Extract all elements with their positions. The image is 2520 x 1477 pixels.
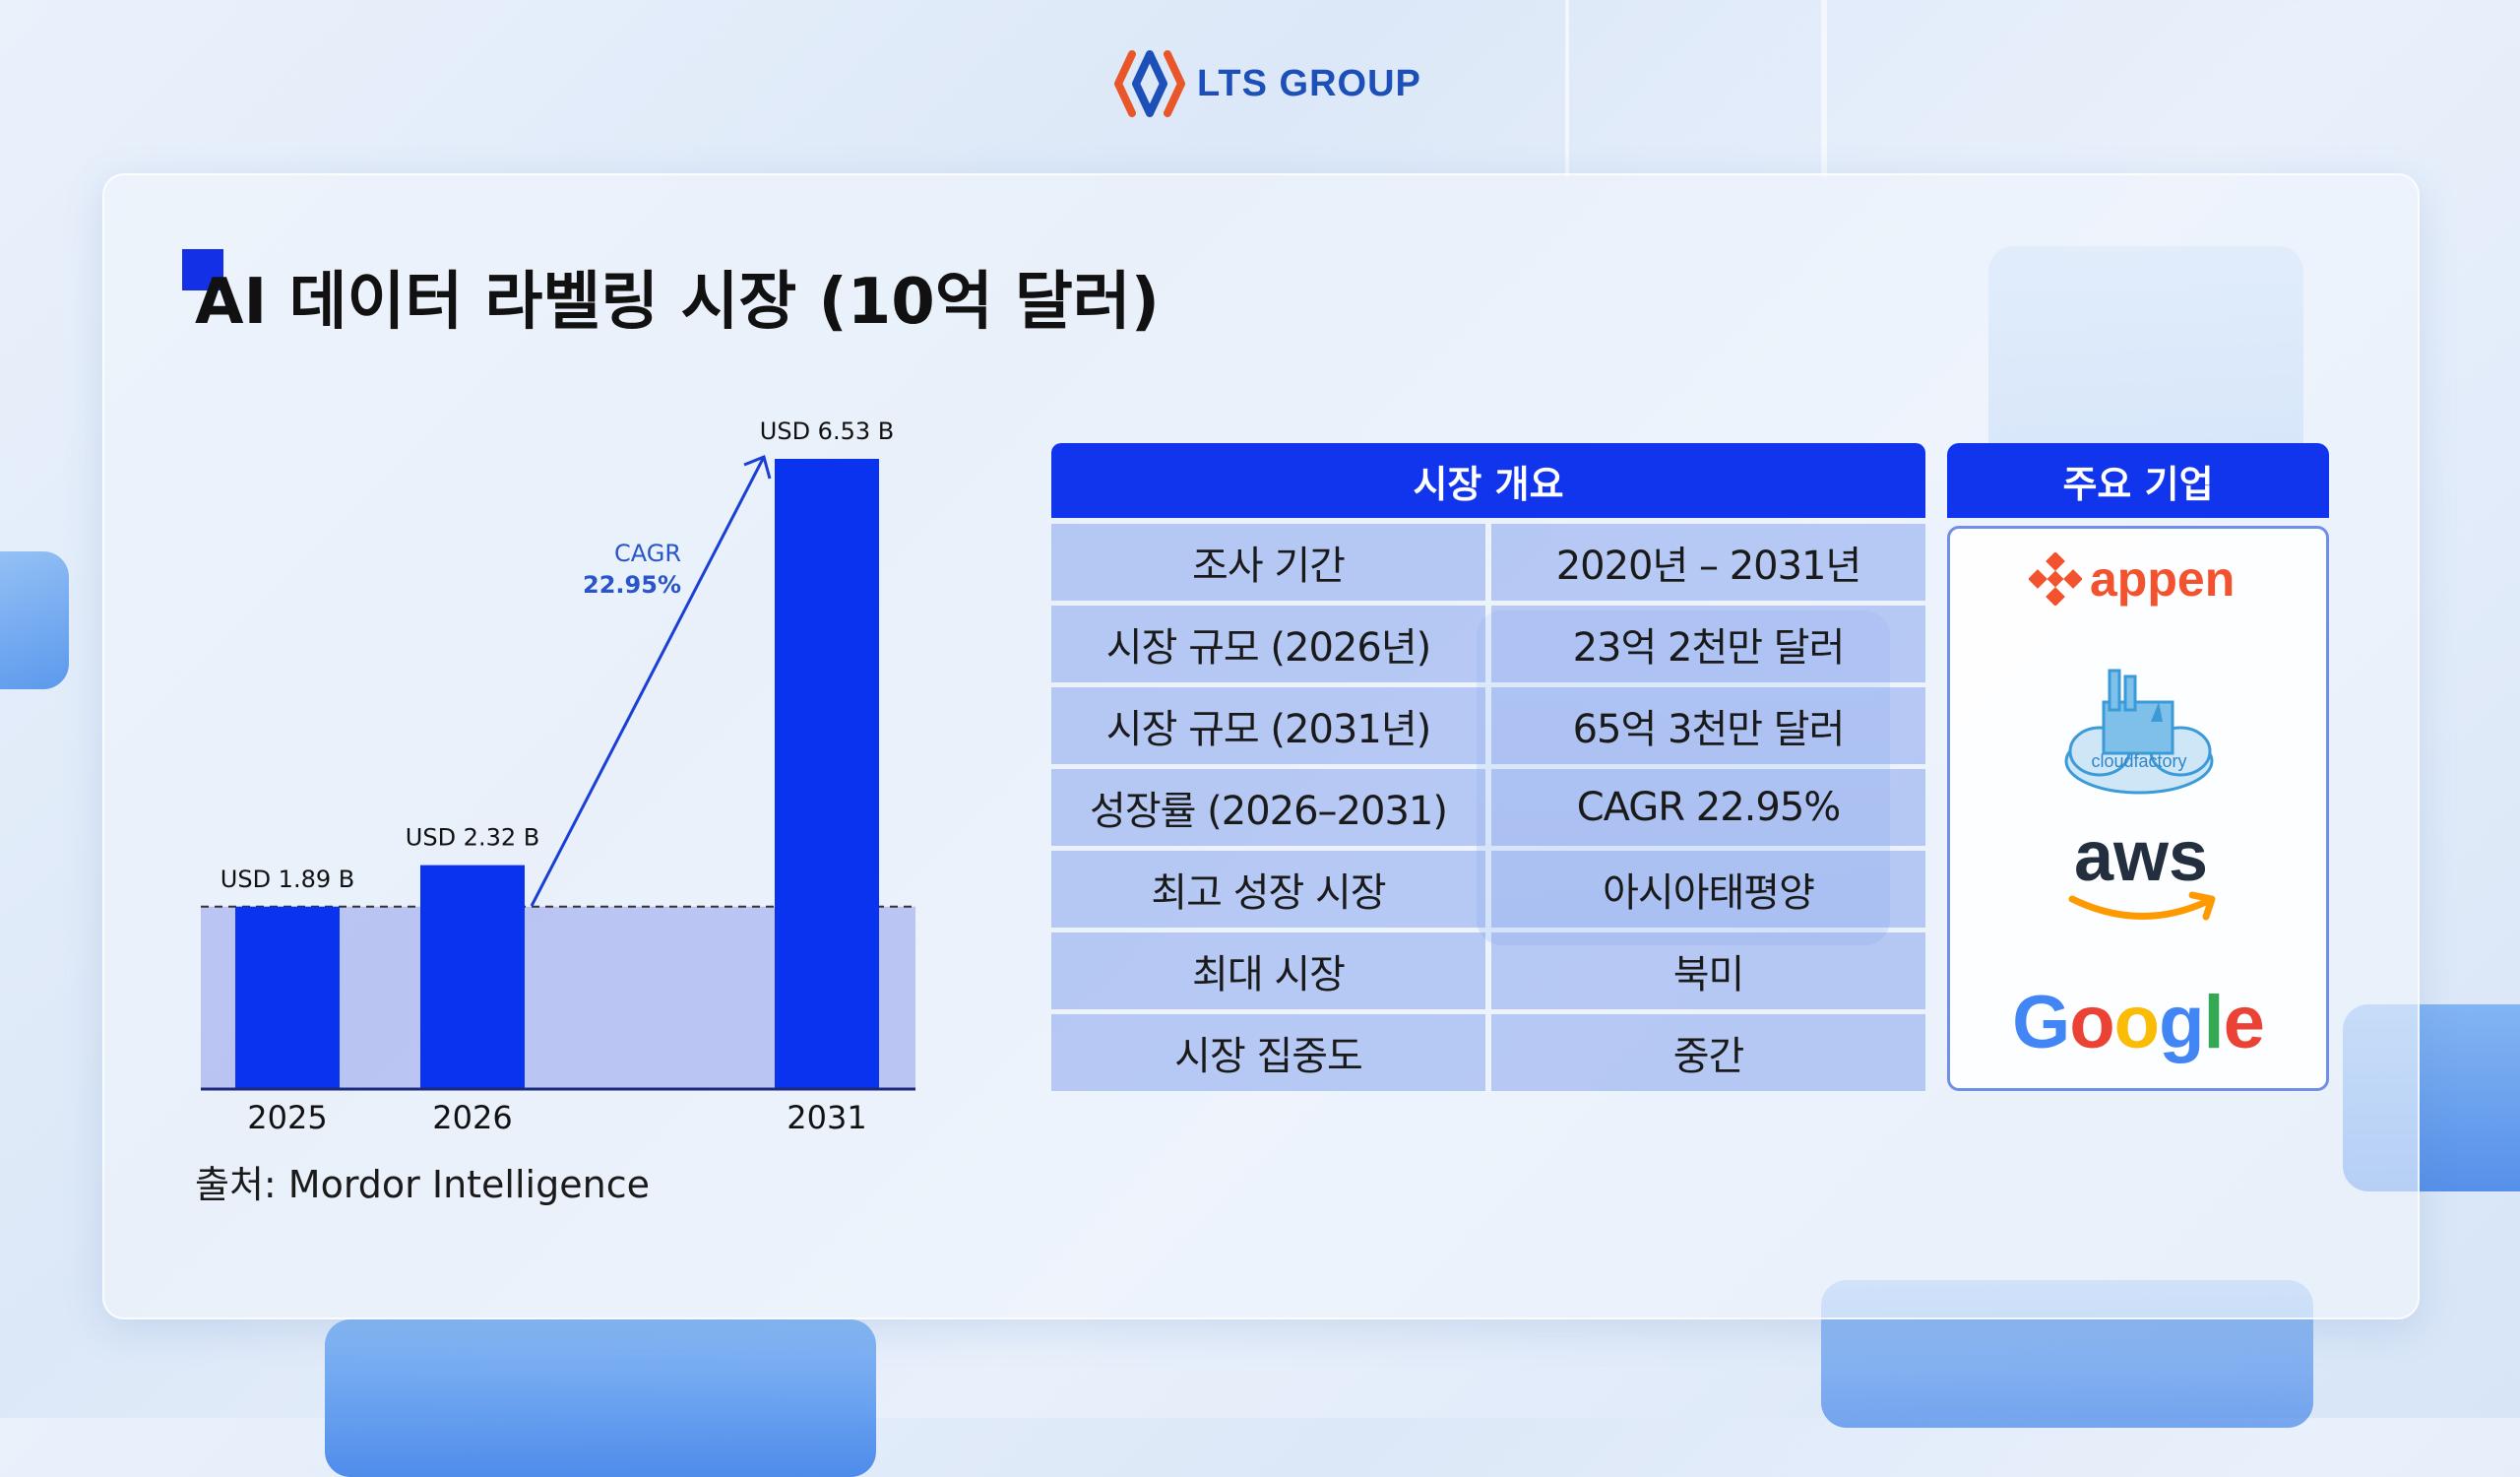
table-row: 최대 시장 북미 (1051, 932, 1925, 1009)
google-letter: G (2012, 981, 2070, 1064)
bar-chart: USD 1.89 B 2025 USD 2.32 B 2026 USD 6.53 B 20… (201, 417, 915, 1136)
title-accent (182, 249, 223, 290)
x-tick-label: 2026 (432, 1099, 512, 1136)
row-label: 최고 성장 시장 (1051, 851, 1485, 928)
row-value: 23억 2천만 달러 (1491, 606, 1925, 682)
aws-smile-icon (2068, 891, 2216, 921)
table-row: 조사 기간 2020년 – 2031년 (1051, 524, 1925, 601)
google-letter: l (2203, 981, 2225, 1064)
data-label: USD 1.89 B (220, 866, 354, 893)
cagr-label: CAGR (614, 540, 681, 567)
row-label: 시장 규모 (2026년) (1051, 606, 1485, 682)
table-row: 성장률 (2026–2031) CAGR 22.95% (1051, 769, 1925, 846)
google-letter: g (2159, 981, 2204, 1064)
background-line (1821, 0, 1827, 177)
row-label: 성장률 (2026–2031) (1051, 769, 1485, 846)
companies-logo-box: appen cloudfactory aws Google (1947, 526, 2329, 1091)
aws-wordmark: aws (2073, 817, 2209, 896)
source-note: 출처: Mordor Intelligence (195, 1163, 650, 1206)
aws-logo: aws (2062, 817, 2220, 932)
appen-wordmark: appen (2090, 551, 2236, 607)
background-block (0, 551, 69, 689)
cloudfactory-icon: cloudfactory (2064, 669, 2214, 795)
google-letter: o (2069, 981, 2114, 1064)
page-title: AI 데이터 라벨링 시장 (10억 달러) (195, 266, 1160, 339)
row-label: 시장 규모 (2031년) (1051, 687, 1485, 764)
appen-logo: appen (2029, 550, 2235, 608)
key-companies-panel: 주요 기업 appen (1947, 443, 2329, 1091)
table-row: 시장 규모 (2026년) 23억 2천만 달러 (1051, 606, 1925, 682)
data-label: USD 2.32 B (406, 824, 539, 852)
lts-logo-icon (1114, 50, 1185, 117)
google-letter: e (2223, 981, 2265, 1064)
row-value: 북미 (1491, 932, 1925, 1009)
data-label: USD 6.53 B (760, 417, 894, 445)
table-row: 시장 규모 (2031년) 65억 3천만 달러 (1051, 687, 1925, 764)
companies-header: 주요 기업 (1947, 443, 2329, 518)
company-logo: LTS GROUP (1110, 49, 1421, 118)
x-tick-label: 2031 (787, 1099, 866, 1136)
cagr-arrow (530, 456, 766, 907)
cloudfactory-logo: cloudfactory (2060, 663, 2218, 804)
row-value: 아시아태평양 (1491, 851, 1925, 928)
cagr-value: 22.95% (583, 571, 681, 599)
market-overview-table: 시장 개요 조사 기간 2020년 – 2031년 시장 규모 (2026년) … (1051, 443, 1925, 1096)
row-label: 조사 기간 (1051, 524, 1485, 601)
google-wordmark: Google (2012, 981, 2265, 1064)
x-tick-label: 2025 (247, 1099, 327, 1136)
logo-text: LTS GROUP (1197, 62, 1421, 104)
background-line (1565, 0, 1569, 177)
google-logo: Google (1950, 980, 2326, 1065)
table-row: 최고 성장 시장 아시아태평양 (1051, 851, 1925, 928)
bar-2026 (420, 865, 525, 1089)
row-value: CAGR 22.95% (1491, 769, 1925, 846)
table-row: 시장 집중도 중간 (1051, 1014, 1925, 1091)
row-value: 65억 3천만 달러 (1491, 687, 1925, 764)
cloudfactory-wordmark: cloudfactory (2091, 751, 2186, 771)
row-value: 중간 (1491, 1014, 1925, 1091)
bar-2031 (775, 459, 879, 1089)
arrow-head-icon (743, 454, 772, 480)
row-value: 2020년 – 2031년 (1491, 524, 1925, 601)
appen-mark-icon (2029, 552, 2082, 606)
table-header: 시장 개요 (1051, 443, 1925, 518)
bar-2025 (235, 906, 340, 1089)
row-label: 최대 시장 (1051, 932, 1485, 1009)
google-letter: o (2113, 981, 2160, 1064)
row-label: 시장 집중도 (1051, 1014, 1485, 1091)
